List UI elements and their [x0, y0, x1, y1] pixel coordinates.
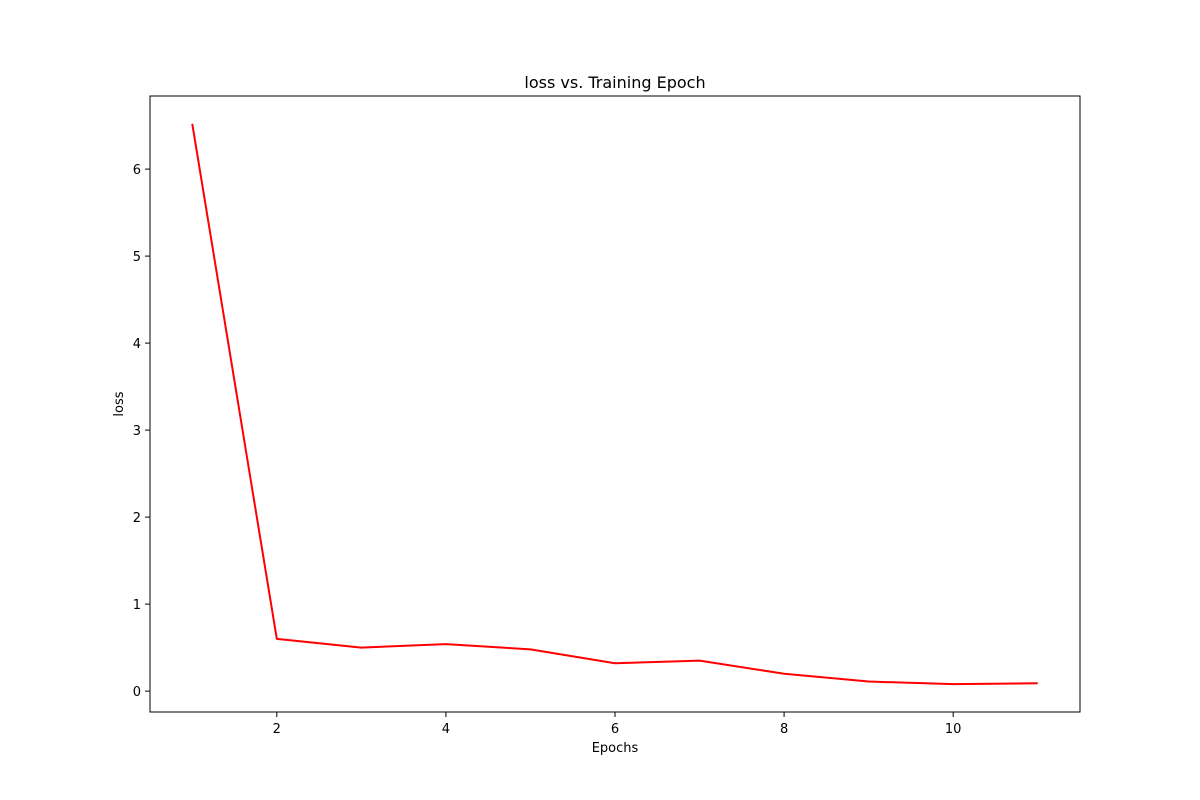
x-axis-label: Epochs — [592, 741, 639, 756]
y-axis-ticks: 0 1 2 3 4 5 6 — [133, 163, 150, 700]
y-tick-label: 6 — [133, 163, 141, 178]
y-tick-label: 5 — [133, 250, 141, 265]
x-tick-label: 6 — [611, 722, 619, 737]
y-tick-label: 3 — [133, 424, 141, 439]
x-tick-label: 2 — [273, 722, 281, 737]
series-line-loss — [191, 123, 1038, 686]
chart-title: loss vs. Training Epoch — [524, 73, 705, 92]
x-tick-label: 8 — [780, 722, 788, 737]
x-axis-ticks: 2 4 6 8 10 — [273, 712, 962, 737]
x-tick-label: 10 — [945, 722, 962, 737]
x-tick-label: 4 — [442, 722, 450, 737]
y-tick-label: 4 — [133, 337, 141, 352]
plot-area-frame — [149, 95, 1081, 713]
y-axis-label: loss — [112, 391, 127, 416]
y-tick-label: 2 — [133, 511, 141, 526]
y-tick-label: 0 — [133, 685, 141, 700]
y-tick-label: 1 — [133, 598, 141, 613]
